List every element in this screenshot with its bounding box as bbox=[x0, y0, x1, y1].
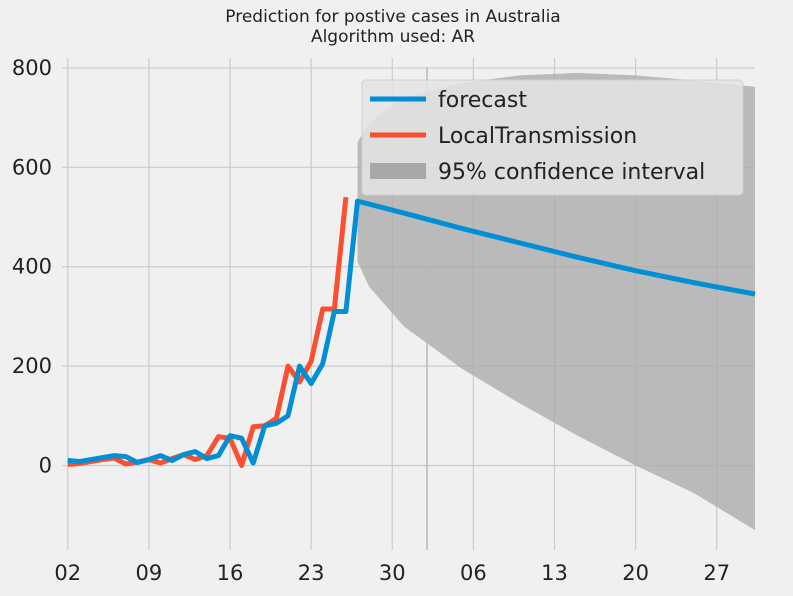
y-tick-label: 400 bbox=[12, 255, 52, 279]
legend-swatch-confidence bbox=[370, 163, 426, 179]
legend: forecast LocalTransmission 95% confidence … bbox=[361, 79, 744, 196]
series-layer bbox=[67, 196, 756, 469]
x-tick-label: 23 bbox=[298, 561, 325, 585]
tick-labels: 0 200 400 600 800 02 09 16 23 30 06 13 20 27 bbox=[12, 56, 730, 585]
x-tick-label: 20 bbox=[622, 561, 649, 585]
legend-label: 95% confidence interval bbox=[438, 160, 705, 185]
x-tick-label: 09 bbox=[136, 561, 163, 585]
chart-title: Prediction for postive cases in Australi… bbox=[225, 7, 560, 27]
x-tick-label: 16 bbox=[217, 561, 244, 585]
y-tick-label: 600 bbox=[12, 155, 52, 179]
x-tick-label: 06 bbox=[460, 561, 487, 585]
y-tick-label: 200 bbox=[12, 354, 52, 378]
series-line-forecast bbox=[67, 198, 756, 466]
y-tick-label: 0 bbox=[39, 454, 52, 478]
legend-label: forecast bbox=[438, 88, 527, 113]
x-tick-label: 13 bbox=[541, 561, 568, 585]
chart-subtitle: Algorithm used: AR bbox=[311, 27, 475, 47]
x-tick-label: 02 bbox=[54, 561, 81, 585]
x-tick-label: 27 bbox=[703, 561, 730, 585]
x-tick-label: 30 bbox=[379, 561, 406, 585]
legend-label: LocalTransmission bbox=[438, 124, 637, 149]
y-tick-label: 800 bbox=[12, 56, 52, 80]
legend-box bbox=[361, 79, 744, 196]
